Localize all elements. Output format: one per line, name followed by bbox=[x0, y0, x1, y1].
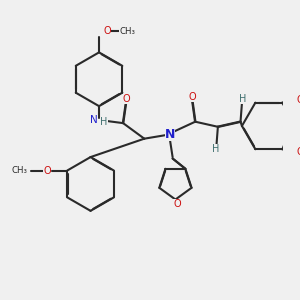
Text: CH₃: CH₃ bbox=[119, 27, 135, 36]
Text: O: O bbox=[43, 166, 51, 176]
Text: CH₃: CH₃ bbox=[11, 166, 27, 175]
Text: O: O bbox=[173, 199, 181, 209]
Text: H: H bbox=[239, 94, 246, 104]
Text: H: H bbox=[100, 117, 108, 127]
Text: O: O bbox=[188, 92, 196, 102]
Text: H: H bbox=[212, 144, 220, 154]
Text: N: N bbox=[90, 115, 98, 125]
Text: N: N bbox=[165, 128, 175, 141]
Text: O: O bbox=[296, 95, 300, 105]
Text: O: O bbox=[296, 147, 300, 157]
Text: O: O bbox=[123, 94, 130, 104]
Text: O: O bbox=[104, 26, 111, 36]
